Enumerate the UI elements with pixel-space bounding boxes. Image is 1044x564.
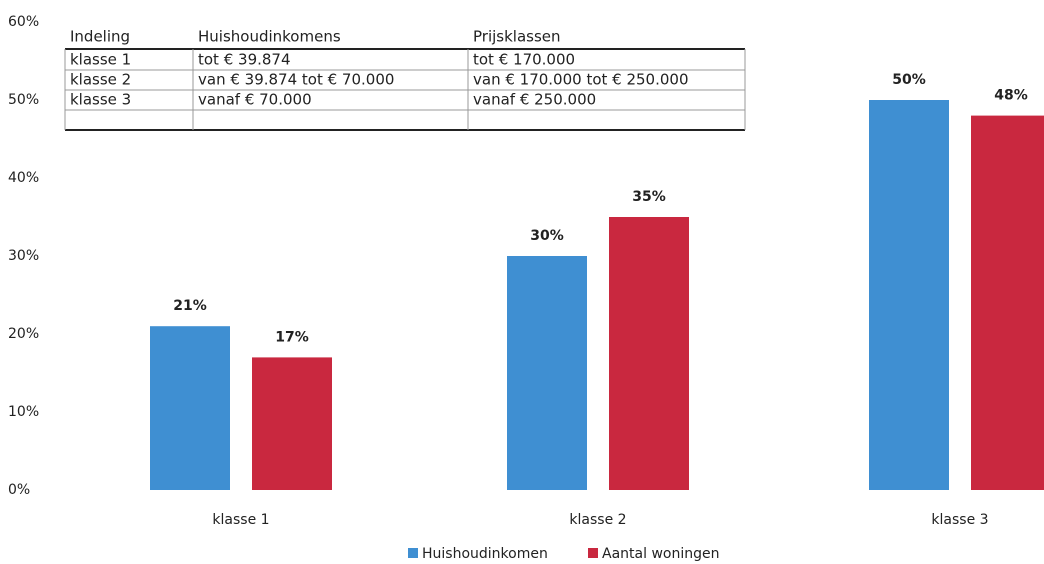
bar (609, 217, 689, 490)
value-label: 50% (892, 72, 926, 88)
table-cell: klasse 2 (70, 71, 131, 89)
y-tick-label: 30% (8, 248, 39, 264)
value-label: 21% (173, 298, 207, 314)
y-tick-label: 20% (8, 326, 39, 342)
table-cell: tot € 170.000 (473, 51, 575, 69)
bar (150, 326, 230, 490)
table-cell: vanaf € 250.000 (473, 91, 596, 109)
bar (971, 115, 1044, 490)
table-cell: klasse 1 (70, 51, 131, 69)
table-cell: vanaf € 70.000 (198, 91, 312, 109)
table-header: Huishoudinkomens (198, 28, 341, 46)
table-cell: klasse 3 (70, 91, 131, 109)
x-tick-label: klasse 1 (212, 512, 269, 528)
table-header: Prijsklassen (473, 28, 561, 46)
x-tick-label: klasse 3 (931, 512, 988, 528)
y-tick-label: 10% (8, 404, 39, 420)
y-tick-label: 40% (8, 170, 39, 186)
y-tick-label: 60% (8, 14, 39, 30)
value-label: 17% (275, 329, 309, 345)
legend-swatch (408, 548, 418, 558)
value-label: 30% (530, 228, 564, 244)
table-cell: tot € 39.874 (198, 51, 291, 69)
legend-label: Huishoudinkomen (422, 546, 548, 562)
bar (507, 256, 587, 490)
y-tick-label: 50% (8, 92, 39, 108)
table-cell: van € 39.874 tot € 70.000 (198, 71, 394, 89)
y-tick-label: 0% (8, 482, 30, 498)
table-cell: van € 170.000 tot € 250.000 (473, 71, 689, 89)
legend-label: Aantal woningen (602, 546, 719, 562)
value-label: 35% (632, 189, 666, 205)
legend-table (64, 48, 746, 131)
legend-swatch (588, 548, 598, 558)
bar (869, 100, 949, 490)
bar (252, 357, 332, 490)
x-tick-label: klasse 2 (569, 512, 626, 528)
value-label: 48% (994, 88, 1028, 104)
table-header: Indeling (70, 28, 130, 46)
